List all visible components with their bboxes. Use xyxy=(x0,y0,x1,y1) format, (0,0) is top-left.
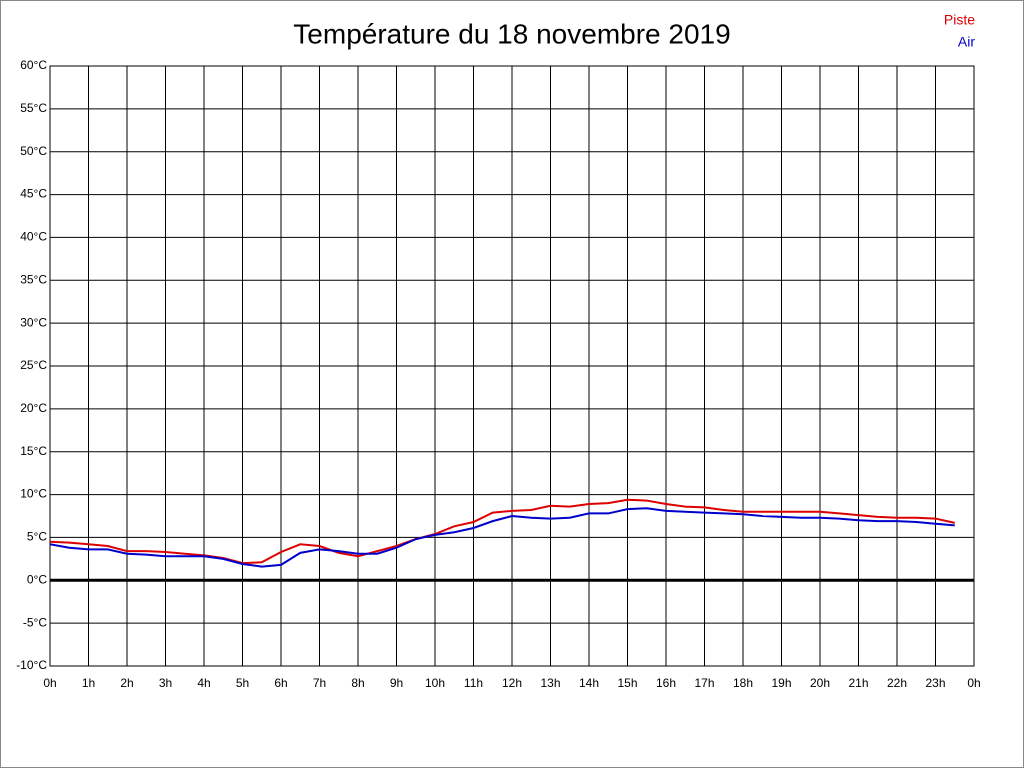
x-tick-label: 14h xyxy=(579,676,599,690)
y-tick-label: 15°C xyxy=(20,444,47,458)
x-tick-label: 8h xyxy=(351,676,364,690)
x-tick-label: 7h xyxy=(313,676,326,690)
x-tick-label: 3h xyxy=(159,676,172,690)
y-tick-label: -10°C xyxy=(16,658,47,672)
series-line xyxy=(49,507,955,568)
y-tick-label: 5°C xyxy=(27,530,47,544)
y-tick-label: 25°C xyxy=(20,358,47,372)
y-tick-label: 20°C xyxy=(20,401,47,415)
x-tick-label: 4h xyxy=(197,676,210,690)
x-tick-label: 19h xyxy=(771,676,791,690)
y-tick-label: 30°C xyxy=(20,315,47,329)
x-tick-label: 0h xyxy=(967,676,980,690)
y-tick-label: -5°C xyxy=(23,615,47,629)
x-tick-label: 21h xyxy=(848,676,868,690)
y-tick-label: 35°C xyxy=(20,272,47,286)
x-tick-label: 10h xyxy=(425,676,445,690)
x-tick-label: 2h xyxy=(120,676,133,690)
x-tick-label: 20h xyxy=(810,676,830,690)
x-tick-label: 17h xyxy=(694,676,714,690)
x-tick-label: 5h xyxy=(236,676,249,690)
legend-label: Piste xyxy=(944,12,975,28)
x-tick-label: 1h xyxy=(82,676,95,690)
y-tick-label: 40°C xyxy=(20,230,47,244)
y-tick-label: 10°C xyxy=(20,487,47,501)
x-tick-label: 16h xyxy=(656,676,676,690)
y-tick-label: 50°C xyxy=(20,144,47,158)
x-tick-label: 13h xyxy=(540,676,560,690)
y-tick-label: 55°C xyxy=(20,101,47,115)
x-tick-label: 0h xyxy=(43,676,56,690)
y-tick-label: 45°C xyxy=(20,187,47,201)
y-tick-label: 60°C xyxy=(20,58,47,72)
x-tick-label: 12h xyxy=(502,676,522,690)
chart-title: Température du 18 novembre 2019 xyxy=(293,18,730,49)
y-tick-label: 0°C xyxy=(27,572,47,586)
series-line xyxy=(49,498,955,565)
x-tick-label: 15h xyxy=(617,676,637,690)
legend-label: Air xyxy=(958,34,975,50)
x-tick-label: 18h xyxy=(733,676,753,690)
x-tick-label: 11h xyxy=(464,676,483,690)
x-tick-label: 9h xyxy=(390,676,403,690)
x-tick-label: 23h xyxy=(925,676,945,690)
x-tick-label: 22h xyxy=(887,676,907,690)
x-tick-label: 6h xyxy=(274,676,287,690)
